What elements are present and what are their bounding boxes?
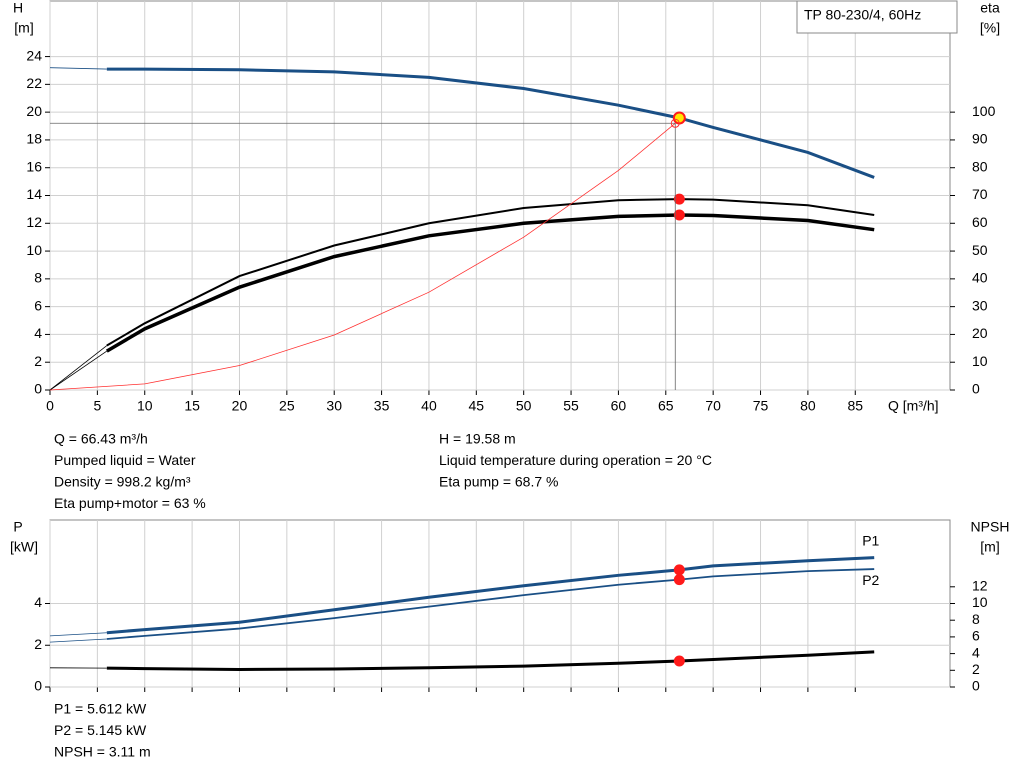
y2-tick-label: 12 (972, 578, 988, 594)
y-axis-unit: [kW] (10, 539, 38, 555)
y2-tick-label: 8 (972, 611, 980, 627)
y-tick-label: 12 (26, 214, 42, 230)
y2-tick-label: 0 (972, 678, 980, 694)
operating-point (673, 193, 685, 205)
operating-point (673, 574, 685, 586)
y2-tick-label: 2 (972, 661, 980, 677)
y-tick-label: 6 (34, 297, 42, 313)
curve (49, 122, 676, 391)
y2-tick-label: 30 (972, 297, 988, 313)
title-box (796, 0, 958, 34)
info-text: Liquid temperature during operation = 20… (439, 452, 712, 468)
y2-tick-label: 4 (972, 644, 980, 660)
curve (49, 67, 107, 70)
y-tick-label: 18 (26, 131, 42, 147)
y-axis-label: P (13, 519, 22, 535)
y2-axis-unit: [m] (980, 539, 999, 555)
info-text: Q = 66.43 m³/h (54, 431, 148, 447)
y2-tick-label: 50 (972, 242, 988, 258)
curve (49, 632, 107, 637)
y2-tick-label: 10 (972, 353, 988, 369)
x-tick-label: 10 (137, 398, 153, 414)
x-tick-label: 30 (326, 398, 342, 414)
operating-point (673, 209, 685, 221)
y2-tick-label: 0 (972, 381, 980, 397)
y2-axis-unit: [%] (980, 20, 1000, 36)
x-axis-label: Q [m³/h] (888, 398, 939, 414)
x-tick-label: 25 (279, 398, 295, 414)
curve (105, 213, 875, 353)
y2-tick-label: 100 (972, 103, 996, 119)
y-axis-unit: [m] (14, 20, 33, 36)
info-text: Eta pump = 68.7 % (439, 474, 558, 490)
y-axis-label: H (13, 0, 23, 16)
y2-tick-label: 20 (972, 325, 988, 341)
x-tick-label: 35 (374, 398, 390, 414)
curve (49, 350, 108, 391)
info-text: Eta pump+motor = 63 % (54, 495, 206, 511)
y-tick-label: 22 (26, 75, 42, 91)
y-tick-label: 8 (34, 270, 42, 286)
curve (106, 198, 875, 347)
y-tick-label: 0 (34, 678, 42, 694)
y2-tick-label: 90 (972, 131, 988, 147)
curve (106, 556, 875, 635)
x-tick-label: 0 (46, 398, 54, 414)
x-tick-label: 75 (753, 398, 769, 414)
y2-tick-label: 60 (972, 214, 988, 230)
info-text: Pumped liquid = Water (54, 452, 196, 468)
series-label: P1 (862, 532, 879, 548)
x-tick-label: 50 (516, 398, 532, 414)
x-tick-label: 40 (421, 398, 437, 414)
info-text: H = 19.58 m (439, 431, 516, 447)
chart-title: TP 80-230/4, 60Hz (804, 7, 921, 23)
y2-axis-label: NPSH (971, 519, 1010, 535)
y-tick-label: 10 (26, 242, 42, 258)
x-tick-label: 80 (800, 398, 816, 414)
y-tick-label: 24 (26, 47, 42, 63)
x-tick-label: 5 (93, 398, 101, 414)
y2-tick-label: 80 (972, 158, 988, 174)
info-text: Density = 998.2 kg/m³ (54, 474, 191, 490)
x-tick-label: 60 (611, 398, 627, 414)
x-tick-label: 70 (705, 398, 721, 414)
x-tick-label: 55 (563, 398, 579, 414)
x-tick-label: 65 (658, 398, 674, 414)
y-tick-label: 2 (34, 353, 42, 369)
end-point (670, 118, 680, 128)
curve (49, 345, 108, 391)
x-tick-label: 45 (469, 398, 485, 414)
series-label: P2 (862, 572, 879, 588)
y2-tick-label: 40 (972, 270, 988, 286)
curve (106, 650, 875, 671)
x-tick-label: 15 (184, 398, 200, 414)
operating-point (673, 655, 685, 667)
info-text: P2 = 5.145 kW (54, 722, 147, 738)
y-tick-label: 4 (34, 594, 42, 610)
curve (106, 67, 875, 179)
y-tick-label: 16 (26, 158, 42, 174)
y2-axis-label: eta (980, 0, 1000, 16)
curve (49, 638, 107, 643)
operating-point (673, 564, 685, 576)
x-tick-label: 20 (232, 398, 248, 414)
y-tick-label: 2 (34, 636, 42, 652)
y2-tick-label: 6 (972, 628, 980, 644)
y-tick-label: 4 (34, 325, 42, 341)
info-text: NPSH = 3.11 m (54, 744, 151, 760)
info-text: P1 = 5.612 kW (54, 701, 147, 717)
y-tick-label: 0 (34, 381, 42, 397)
y2-tick-label: 10 (972, 594, 988, 610)
curve (106, 568, 875, 640)
y2-tick-label: 70 (972, 186, 988, 202)
y-tick-label: 20 (26, 103, 42, 119)
x-tick-label: 85 (847, 398, 863, 414)
y-tick-label: 14 (26, 186, 42, 202)
